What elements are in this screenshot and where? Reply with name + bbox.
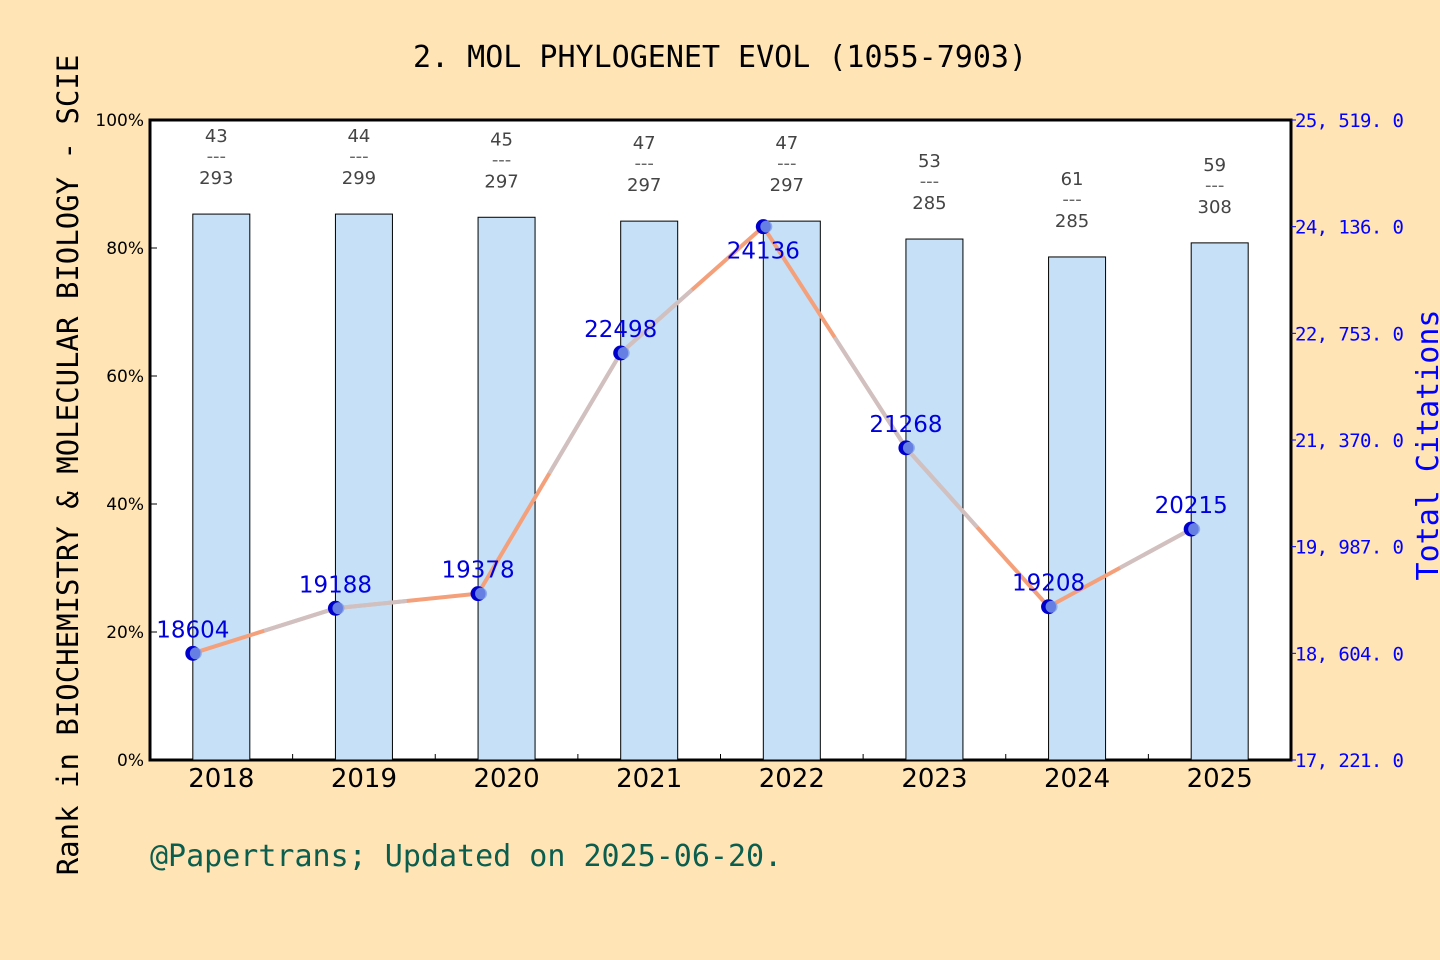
bar-rank-label: 61: [1061, 169, 1084, 190]
line-segment-highlight: [1118, 527, 1193, 570]
citation-value-label: 24136: [727, 239, 800, 265]
y-axis-label: Rank in BIOCHEMISTRY & MOLECULAR BIOLOGY…: [51, 55, 85, 876]
bar-2025: [1190, 242, 1249, 761]
footer-note: @Papertrans; Updated on 2025-06-20.: [150, 839, 782, 874]
line-segment-highlight: [335, 598, 407, 611]
citation-point-highlight: [902, 441, 915, 454]
y-tick-label: 40%: [106, 495, 144, 515]
plot-area: [148, 118, 1293, 762]
chart-title: 2. MOL PHYLOGENET EVOL (1055-7903): [413, 40, 1027, 75]
bar-total-label: 285: [912, 193, 946, 214]
citation-value-label: 19378: [441, 558, 514, 584]
citation-point-highlight: [189, 647, 202, 660]
bar-divider-label: ---: [920, 171, 940, 192]
bar-total-label: 293: [199, 168, 233, 189]
y2-tick-label: 24, 136. 0: [1295, 217, 1404, 239]
y-tick-label: 100%: [95, 111, 144, 131]
bar-total-label: 308: [1198, 197, 1232, 218]
y-tick-label: 20%: [106, 623, 144, 643]
x-tick-label: 2021: [616, 764, 682, 794]
citation-point-highlight: [1045, 600, 1058, 613]
bar-2019: [334, 213, 393, 761]
bar-total-label: 297: [484, 171, 518, 192]
bar-2020: [477, 216, 536, 761]
y2-tick-label: 22, 753. 0: [1295, 323, 1404, 345]
citation-point-highlight: [332, 602, 345, 615]
bar-2022: [762, 220, 821, 761]
bar-total-label: 285: [1055, 211, 1089, 232]
bar-total-label: 297: [627, 175, 661, 196]
citation-value-label: 20215: [1155, 493, 1228, 519]
bar-rank-label: 45: [490, 129, 513, 150]
y-tick-label: 60%: [106, 367, 144, 387]
bar-divider-label: ---: [492, 149, 512, 170]
bar-rank-label: 44: [347, 126, 370, 147]
bar-divider-label: ---: [1062, 189, 1082, 210]
x-tick-label: 2024: [1044, 764, 1110, 794]
bar-rank-label: 47: [775, 133, 798, 154]
citation-point-highlight: [475, 587, 488, 600]
y2-tick-label: 17, 221. 0: [1295, 750, 1404, 772]
bar-divider-label: ---: [349, 146, 369, 167]
bar-divider-label: ---: [207, 146, 227, 167]
line-segment-highlight: [263, 606, 337, 633]
y-tick-label: 80%: [106, 239, 144, 259]
line-segment-highlight: [619, 288, 694, 355]
y2-tick-label: 19, 987. 0: [1295, 537, 1404, 559]
bar-2024: [1048, 256, 1107, 761]
line-segment-highlight: [904, 446, 979, 529]
bar-divider-label: ---: [634, 153, 654, 174]
bar-2018: [192, 213, 251, 761]
citation-value-label: 19188: [299, 572, 372, 598]
bar-divider-label: ---: [1205, 175, 1225, 196]
line-segment-highlight: [832, 336, 908, 449]
citation-value-label: 21268: [869, 412, 942, 438]
bar-2021: [620, 220, 679, 761]
bar-rank-label: 59: [1203, 155, 1226, 176]
x-tick-label: 2022: [759, 764, 825, 794]
citation-value-label: 19208: [1012, 571, 1085, 597]
bar-total-label: 299: [342, 168, 376, 189]
bar-total-label: 297: [770, 175, 804, 196]
bar-rank-label: 47: [633, 133, 656, 154]
y2-tick-label: 21, 370. 0: [1295, 430, 1404, 452]
y2-axis-label: Total Citations: [1411, 310, 1440, 581]
x-tick-label: 2018: [188, 764, 254, 794]
y2-tick-label: 25, 519. 0: [1295, 110, 1404, 132]
citation-value-label: 18604: [156, 617, 229, 643]
x-tick-label: 2019: [331, 764, 397, 794]
bar-rank-label: 43: [205, 126, 228, 147]
citation-point-highlight: [1188, 523, 1201, 536]
x-tick-label: 2023: [901, 764, 967, 794]
citation-point-highlight: [760, 220, 773, 233]
y2-tick-label: 18, 604. 0: [1295, 643, 1404, 665]
x-tick-label: 2025: [1187, 764, 1253, 794]
line-segment-highlight: [547, 351, 623, 475]
bar-rank-label: 53: [918, 151, 941, 172]
citation-point-highlight: [617, 347, 630, 360]
y-tick-label: 0%: [117, 751, 144, 771]
x-tick-label: 2020: [473, 764, 539, 794]
citation-value-label: 22498: [584, 317, 657, 343]
bar-divider-label: ---: [777, 153, 797, 174]
